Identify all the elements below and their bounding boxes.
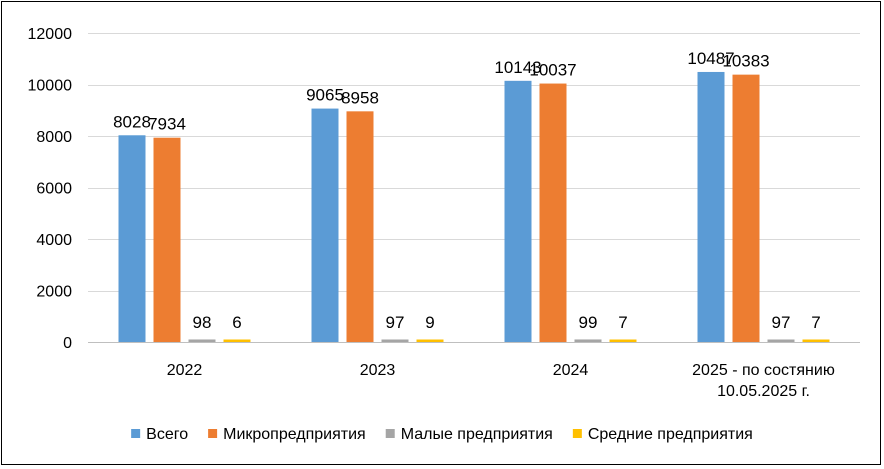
data-label: 99	[579, 313, 598, 332]
data-label: 8028	[113, 112, 151, 131]
data-label: 7934	[148, 115, 186, 134]
bar	[609, 339, 637, 342]
bar	[188, 339, 216, 342]
bar	[767, 339, 795, 342]
legend-label: Микропредприятия	[223, 426, 366, 443]
y-tick-label: 4000	[36, 232, 72, 249]
bar	[697, 71, 725, 342]
x-category-label: 10.05.2025 г.	[717, 383, 810, 400]
data-label: 7	[618, 313, 627, 332]
legend-swatch	[208, 429, 218, 438]
data-label: 6	[232, 313, 241, 332]
legend-swatch	[385, 429, 395, 438]
bar	[153, 137, 181, 342]
x-category-label: 2025 - по состянию	[692, 362, 835, 379]
x-category-label: 2024	[553, 362, 589, 379]
legend-label: Средние предприятия	[588, 426, 753, 443]
bar	[504, 80, 532, 342]
data-label: 10383	[722, 52, 769, 71]
data-label: 10143	[494, 58, 541, 77]
legend-swatch	[572, 429, 582, 438]
bar	[223, 339, 251, 342]
data-label: 8958	[341, 88, 379, 107]
bars	[118, 71, 830, 343]
y-tick-label: 12000	[28, 26, 73, 43]
data-label: 9065	[306, 86, 344, 105]
data-label: 7	[811, 313, 820, 332]
y-tick-label: 10000	[28, 78, 73, 95]
bar	[732, 74, 760, 342]
legend: Всего Микропредприятия Малые предприятия Ср…	[131, 426, 753, 443]
x-axis-categories: 2022 2023 2024 2025 - по состянию 10.05.2025…	[167, 362, 835, 400]
bar	[346, 111, 374, 342]
legend-label: Всего	[146, 426, 188, 443]
bar	[802, 339, 830, 342]
gridlines	[88, 33, 860, 343]
bar	[416, 339, 444, 342]
legend-label: Малые предприятия	[401, 426, 553, 443]
data-label: 10487	[687, 49, 734, 68]
x-category-label: 2022	[167, 362, 203, 379]
bar	[574, 339, 602, 342]
x-category-label: 2023	[360, 362, 396, 379]
data-label: 97	[772, 313, 791, 332]
y-tick-label: 2000	[36, 284, 72, 301]
bar	[118, 135, 146, 342]
data-label: 98	[193, 313, 212, 332]
legend-swatch	[131, 429, 141, 438]
bar	[539, 83, 567, 343]
y-tick-label: 8000	[36, 129, 72, 146]
data-label: 10037	[529, 61, 576, 80]
bar	[381, 339, 409, 342]
bar	[311, 108, 339, 342]
y-axis-ticks: 0 2000 4000 6000 8000 10000 12000	[28, 26, 73, 352]
data-label: 9	[425, 313, 434, 332]
data-label: 97	[386, 313, 405, 332]
y-tick-label: 6000	[36, 181, 72, 198]
y-tick-label: 0	[63, 335, 72, 352]
